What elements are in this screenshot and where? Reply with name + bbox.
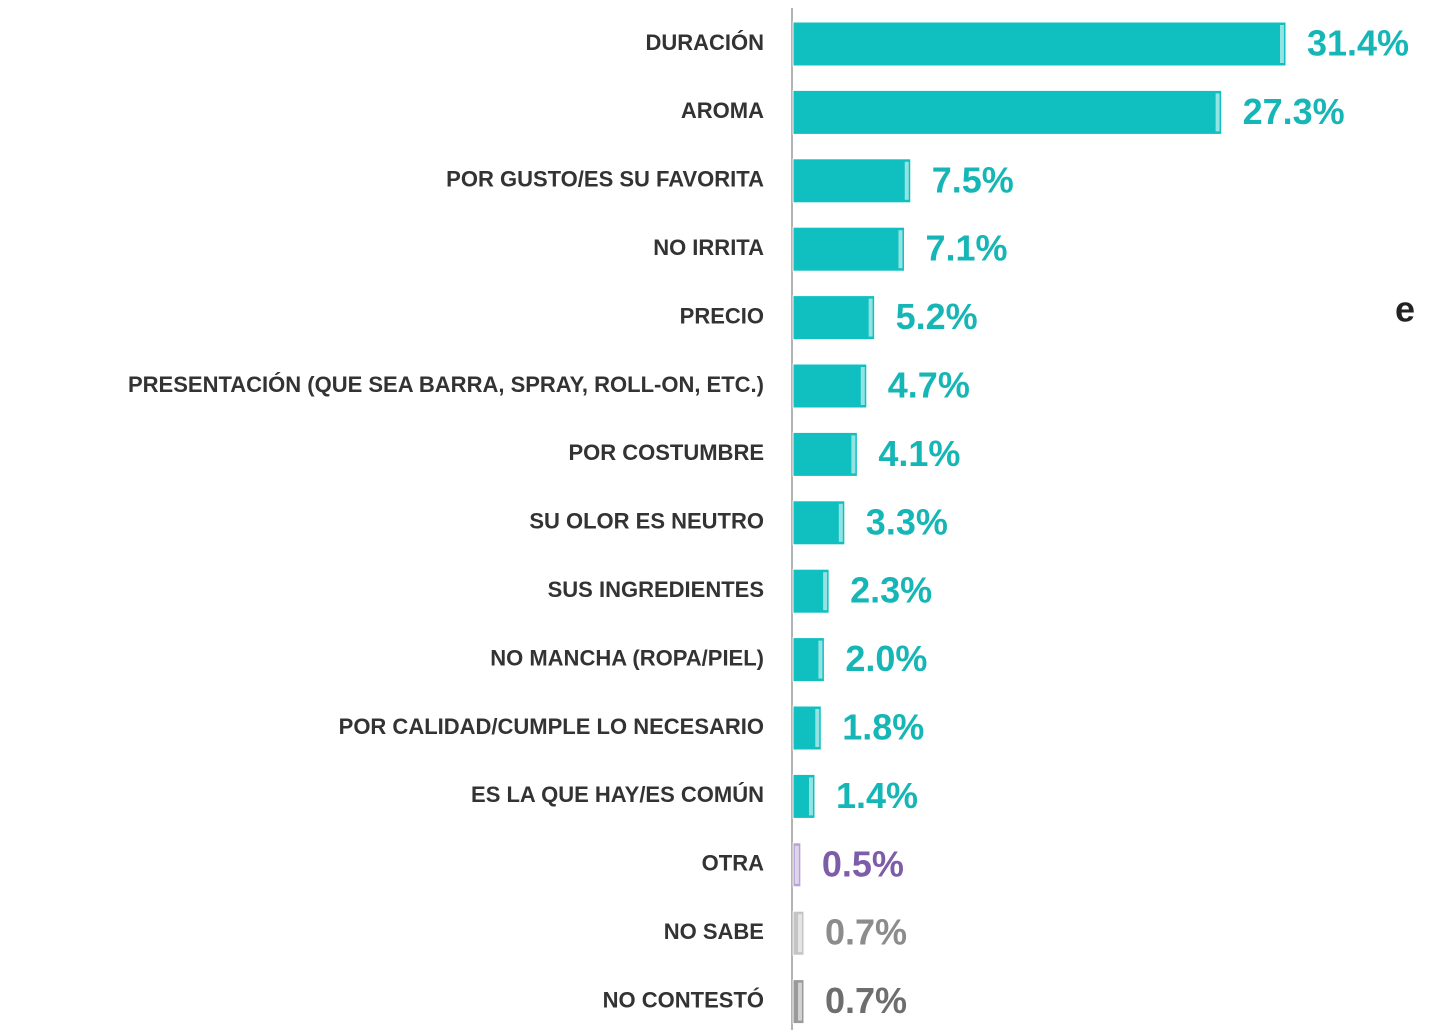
value-label: 4.1% (878, 433, 960, 474)
bar-edge (868, 298, 873, 337)
category-label: POR COSTUMBRE (568, 440, 764, 465)
bar-edge (808, 777, 813, 816)
value-label: 4.7% (888, 365, 970, 406)
bar-edge (797, 914, 802, 953)
category-label: NO CONTESTÓ (603, 987, 764, 1012)
category-label: PRECIO (680, 303, 764, 328)
category-label: NO SABE (664, 919, 764, 944)
category-label: SU OLOR ES NEUTRO (529, 509, 764, 534)
bar-edge (818, 640, 823, 679)
annotation: e (1395, 289, 1415, 330)
value-label: 7.1% (925, 228, 1007, 269)
bar-edge (1279, 25, 1284, 63)
value-label: 1.4% (836, 775, 918, 816)
category-label: DURACIÓN (645, 30, 764, 55)
bar (792, 295, 876, 341)
value-label: 3.3% (866, 501, 948, 542)
bar-edge (898, 230, 903, 269)
bar-edge (823, 572, 828, 611)
category-label: NO MANCHA (ROPA/PIEL) (490, 645, 764, 670)
bar (792, 568, 830, 614)
bar-edge (838, 503, 843, 542)
bar (792, 363, 868, 409)
bar-edge (904, 161, 909, 200)
value-label: 0.7% (825, 912, 907, 953)
value-label: 31.4% (1307, 23, 1409, 64)
value-label: 2.0% (845, 638, 927, 679)
bar-edge (794, 845, 799, 884)
category-label: POR CALIDAD/CUMPLE LO NECESARIO (339, 714, 764, 739)
value-label: 1.8% (842, 707, 924, 748)
category-label: AROMA (681, 98, 764, 123)
bar (792, 500, 846, 546)
category-label: POR GUSTO/ES SU FAVORITA (446, 167, 764, 192)
value-label: 7.5% (932, 159, 1014, 200)
value-label: 27.3% (1243, 91, 1345, 132)
category-label: NO IRRITA (653, 235, 764, 260)
bar-edge (851, 435, 856, 474)
bar (792, 89, 1223, 135)
bar (792, 226, 905, 272)
bar-edge (1215, 93, 1220, 132)
bar (792, 431, 858, 477)
category-label: SUS INGREDIENTES (548, 577, 764, 602)
value-label: 0.7% (825, 980, 907, 1021)
bar (792, 21, 1287, 67)
category-label: PRESENTACIÓN (QUE SEA BARRA, SPRAY, ROLL… (128, 372, 764, 397)
category-label: ES LA QUE HAY/ES COMÚN (471, 782, 764, 807)
bar (792, 158, 912, 204)
bar-edge (860, 367, 865, 405)
value-label: 2.3% (850, 570, 932, 611)
bar-edge (797, 982, 802, 1021)
value-label: 0.5% (822, 843, 904, 884)
bar-edge (815, 709, 820, 747)
value-label: 5.2% (896, 296, 978, 337)
category-label: OTRA (702, 851, 764, 876)
